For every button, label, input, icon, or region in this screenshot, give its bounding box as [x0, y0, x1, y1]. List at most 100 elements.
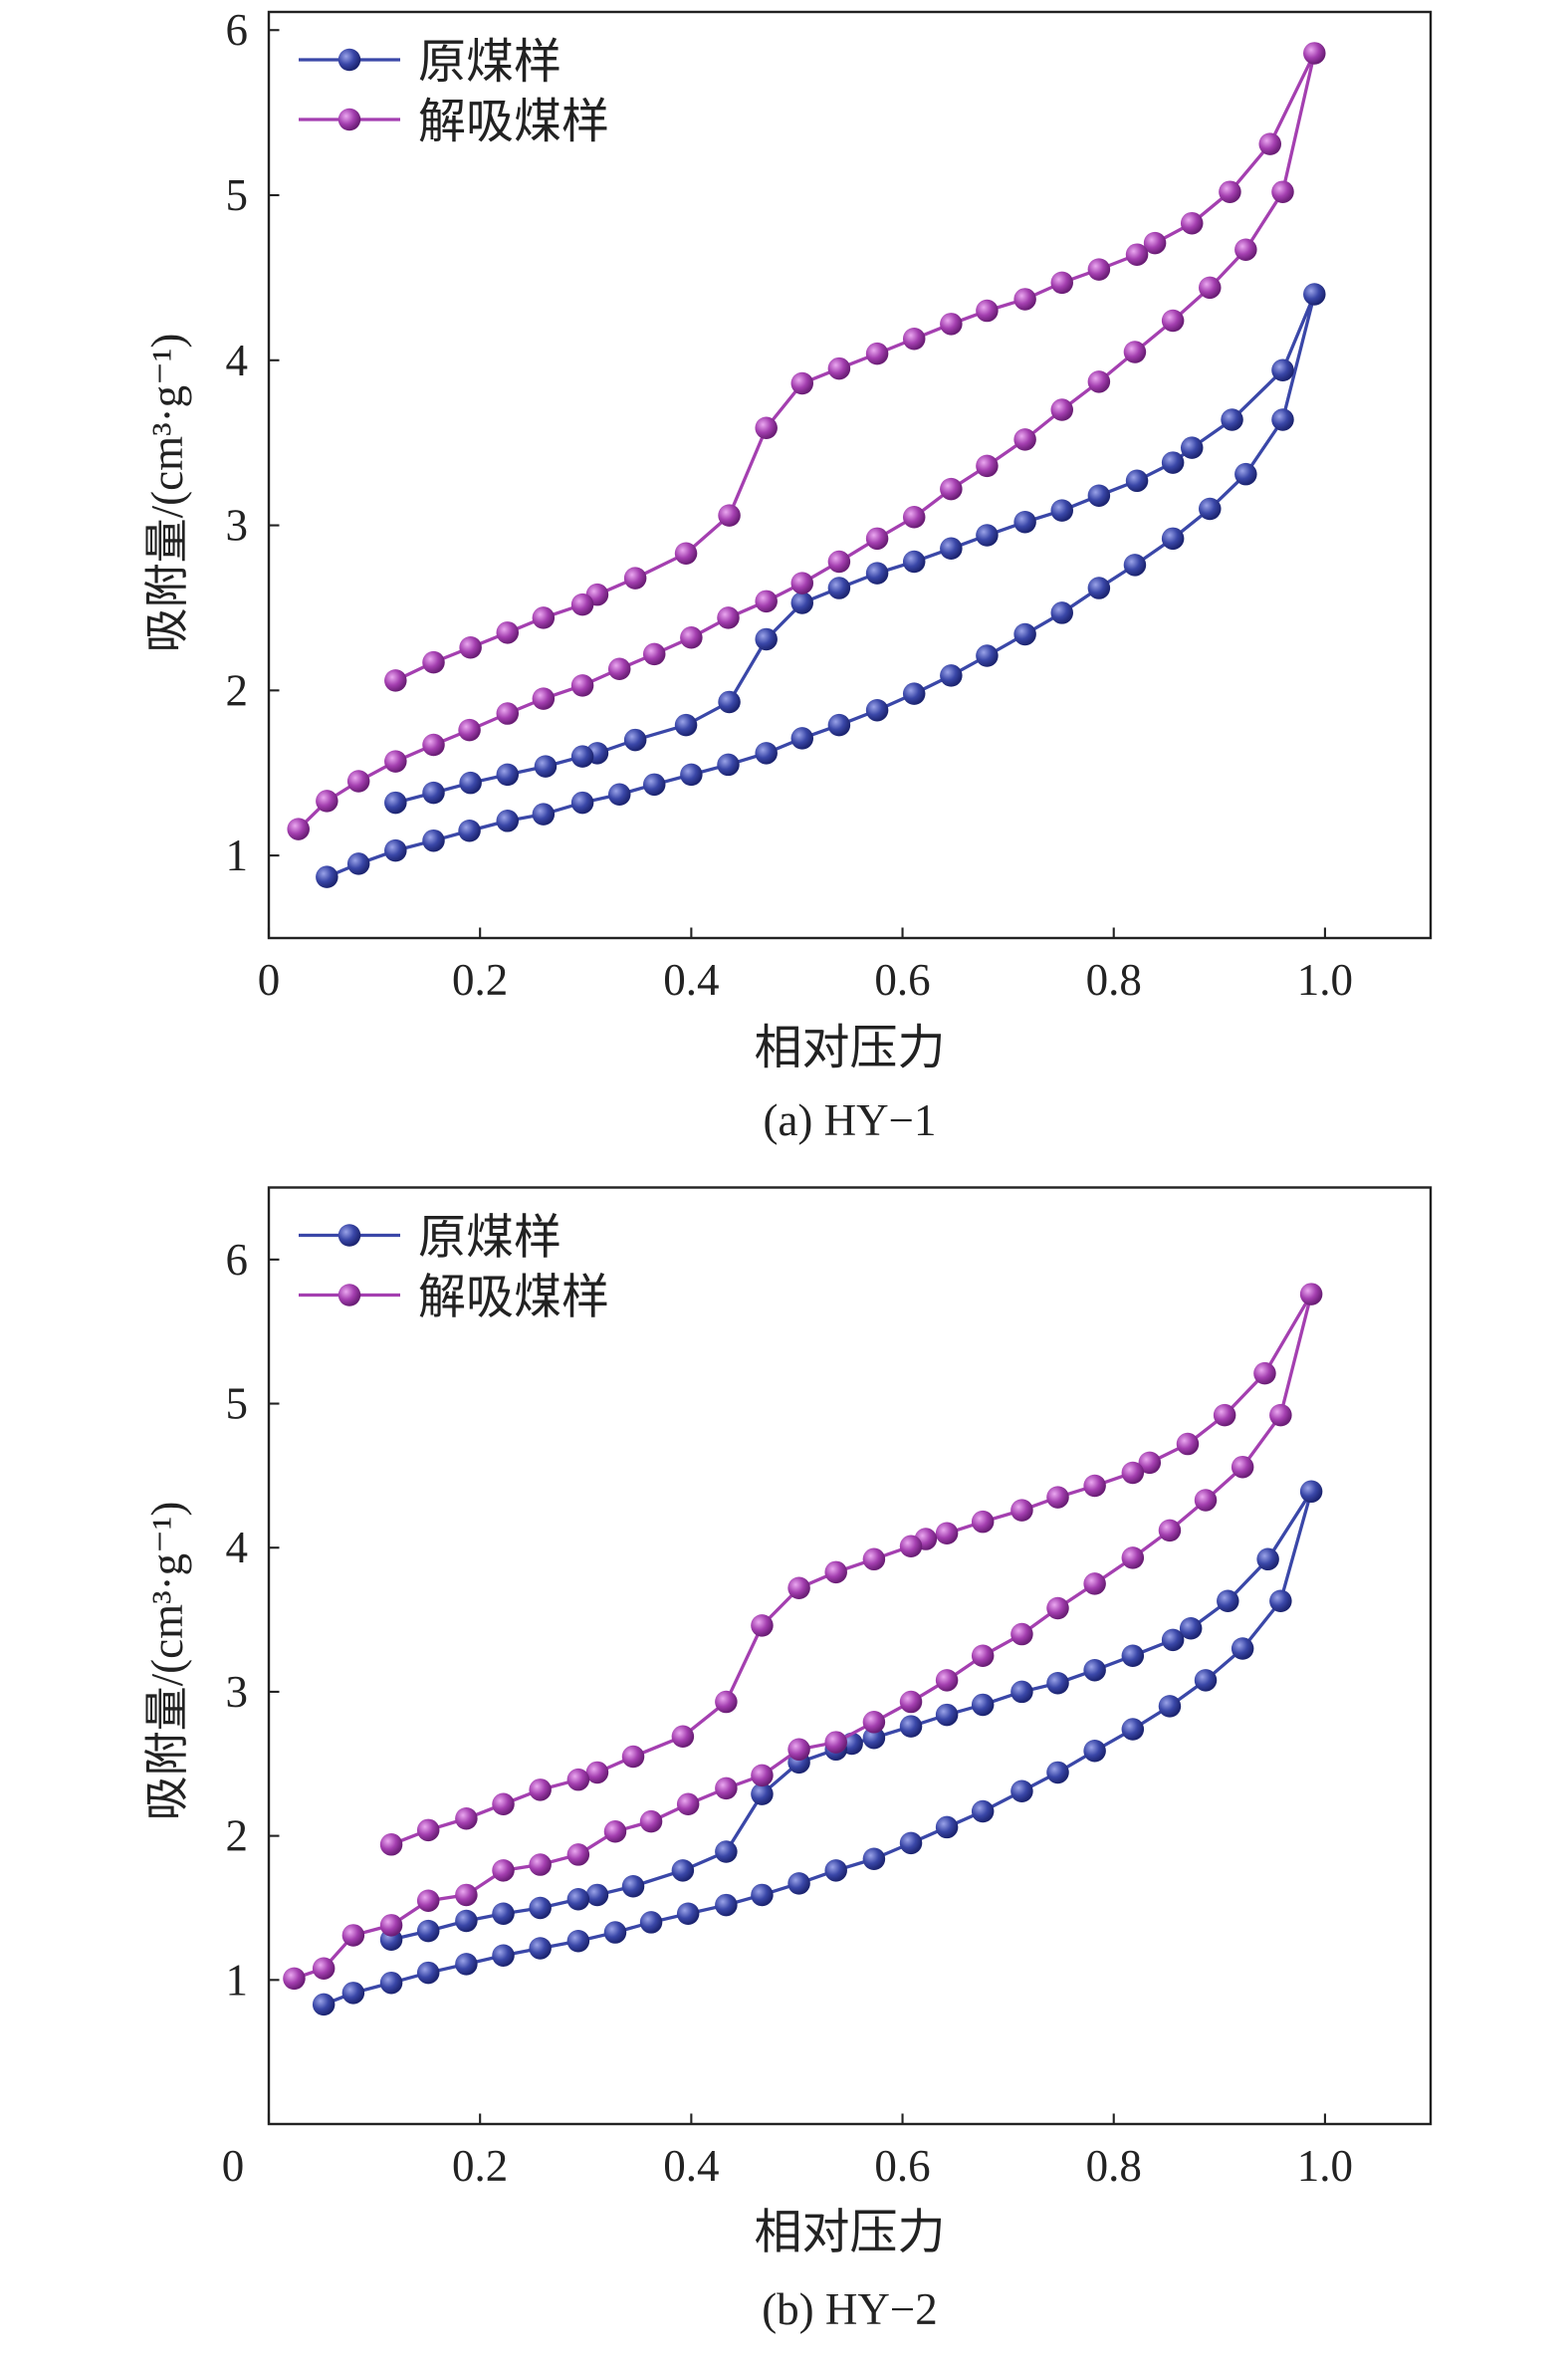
data-point — [459, 635, 482, 659]
legend-label: 解吸煤样 — [418, 1272, 609, 1324]
data-point — [676, 1792, 700, 1816]
data-point — [346, 770, 370, 793]
data-point — [862, 1547, 886, 1571]
data-point — [824, 1859, 847, 1882]
data-point — [1161, 451, 1185, 474]
data-point — [971, 1799, 995, 1823]
data-point — [585, 1883, 609, 1907]
data-point — [1256, 1547, 1279, 1571]
data-point — [976, 524, 999, 547]
x-tick-label: 0.8 — [1086, 2141, 1142, 2191]
data-point — [459, 771, 482, 795]
data-point — [899, 1715, 923, 1738]
data-point — [790, 592, 814, 614]
y-axis-label: 吸附量/(cm³·g⁻¹) — [142, 334, 192, 653]
data-point — [971, 1693, 995, 1717]
data-point — [642, 773, 666, 797]
data-point — [458, 718, 481, 742]
data-point — [1083, 1739, 1106, 1763]
data-point — [416, 1919, 440, 1943]
x-tick-label: 0 — [258, 955, 281, 1005]
data-point — [534, 755, 558, 778]
data-point — [1180, 211, 1204, 235]
legend-marker — [337, 108, 361, 131]
data-point — [529, 1896, 552, 1920]
y-tick-label: 4 — [226, 336, 249, 385]
data-point — [787, 1738, 810, 1762]
data-point — [1143, 231, 1167, 255]
chart-caption: (b) HY−2 — [762, 2284, 938, 2334]
data-point — [603, 1820, 627, 1843]
data-point — [1199, 497, 1222, 521]
chart-panel-b: 吸附量/(cm³·g⁻¹) 相对压力 (b) HY−2 0 0.2 0.4 0.6 0.… — [142, 1186, 1433, 2334]
data-point — [1258, 132, 1281, 155]
data-point — [422, 650, 445, 674]
data-point — [621, 1745, 645, 1769]
x-tick-label: 1.0 — [1297, 955, 1353, 1005]
x-tick-label: 0.6 — [874, 955, 930, 1005]
data-point — [717, 753, 740, 777]
data-point — [639, 1809, 663, 1833]
data-point — [532, 606, 556, 629]
data-point — [827, 713, 851, 737]
legend-marker — [337, 1284, 361, 1306]
data-point — [422, 829, 445, 852]
data-point — [1303, 42, 1326, 65]
data-point — [1161, 527, 1185, 551]
chart-panel-a: 吸附量/(cm³·g⁻¹) 相对压力 (a) HY−1 0 0.2 0.4 0.6 0.… — [142, 5, 1433, 1145]
data-point — [902, 550, 926, 574]
data-point — [384, 750, 407, 773]
legend-marker — [337, 1224, 361, 1247]
data-point — [671, 1859, 695, 1882]
data-point — [971, 1644, 995, 1667]
data-point — [1158, 1695, 1182, 1718]
data-point — [1299, 1283, 1323, 1305]
data-point — [341, 1982, 365, 2005]
y-tick-label: 2 — [226, 665, 249, 715]
data-point — [570, 592, 594, 616]
data-point — [384, 669, 407, 692]
data-point — [755, 742, 778, 765]
data-point — [566, 1768, 590, 1791]
data-point — [566, 1888, 590, 1911]
data-point — [496, 702, 520, 725]
data-point — [1121, 1546, 1145, 1569]
data-point — [862, 1726, 886, 1750]
data-point — [1158, 1519, 1182, 1542]
data-point — [940, 313, 963, 336]
x-tick-label: 0.4 — [663, 955, 719, 1005]
data-point — [566, 1929, 590, 1953]
y-tick-label: 5 — [226, 1379, 249, 1429]
data-point — [827, 550, 851, 574]
data-point — [607, 657, 631, 681]
data-point — [755, 590, 778, 613]
data-point — [751, 1782, 774, 1805]
data-point — [570, 674, 594, 697]
data-point — [1010, 1779, 1033, 1803]
data-point — [642, 642, 666, 666]
data-point — [715, 1777, 738, 1800]
data-point — [566, 1843, 590, 1866]
data-point — [1083, 1658, 1106, 1682]
data-point — [529, 1937, 552, 1960]
data-point — [455, 1909, 478, 1933]
data-point — [529, 1778, 552, 1801]
data-point — [312, 1957, 336, 1980]
y-tick-label: 5 — [226, 170, 249, 220]
data-point — [455, 1953, 478, 1976]
y-tick-label: 6 — [226, 1235, 249, 1285]
data-point — [623, 728, 647, 752]
data-point — [341, 1924, 365, 1947]
plot-area — [267, 10, 1433, 940]
data-point — [899, 1535, 923, 1558]
data-point — [935, 1703, 959, 1727]
data-point — [1231, 1637, 1254, 1660]
data-point — [976, 299, 999, 323]
data-point — [1253, 1361, 1276, 1385]
data-point — [379, 1833, 403, 1856]
data-point — [570, 791, 594, 815]
x-tick-label: 0.2 — [452, 955, 508, 1005]
data-point — [1125, 469, 1149, 493]
data-point — [585, 1761, 609, 1784]
y-tick-label: 1 — [226, 830, 249, 880]
